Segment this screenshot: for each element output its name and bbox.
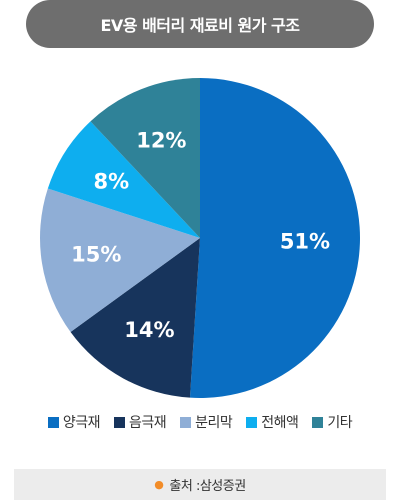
legend-swatch <box>113 416 125 428</box>
pie-slice-2 <box>70 238 200 398</box>
legend-item: 전해액 <box>246 412 299 432</box>
legend-label: 음극재 <box>128 415 167 431</box>
pie-slice-1 <box>189 78 360 398</box>
legend-item: 양극재 <box>47 412 101 432</box>
chart-title: EV용 배터리 재료비 원가 구조 <box>26 0 374 48</box>
slice-label-1: 51% <box>280 229 330 253</box>
pie-slice-3 <box>40 188 200 333</box>
legend-item: 기타 <box>312 412 353 432</box>
pie-slice-4 <box>47 121 200 238</box>
slice-label-5: 12% <box>136 128 186 152</box>
legend: 양극재 음극재 분리막 전해액 기타 <box>0 410 400 434</box>
bullet-icon: ● <box>154 478 164 491</box>
legend-label: 기타 <box>327 415 353 431</box>
slice-label-4: 8% <box>94 170 130 194</box>
pie-labels: 51% 14% 15% 8%12% <box>71 128 330 342</box>
slice-label-3: 15% <box>71 242 121 266</box>
pie-slice-5 <box>90 78 200 238</box>
legend-label: 전해액 <box>261 415 299 431</box>
legend-item: 분리막 <box>180 412 233 432</box>
legend-label: 분리막 <box>195 415 233 431</box>
pie-chart: 51% 14% 15% 8%12% <box>40 78 360 398</box>
slice-label-2: 14% <box>124 318 174 342</box>
pie-slices <box>40 78 360 398</box>
legend-swatch <box>312 416 324 428</box>
legend-swatch <box>180 416 192 428</box>
source-note: ● 출처 :삼성증권 <box>14 469 386 500</box>
legend-label: 양극재 <box>62 415 101 431</box>
source-text: 출처 :삼성증권 <box>169 479 246 494</box>
legend-swatch <box>246 416 258 428</box>
legend-item: 음극재 <box>113 412 167 432</box>
legend-swatch <box>47 416 59 428</box>
